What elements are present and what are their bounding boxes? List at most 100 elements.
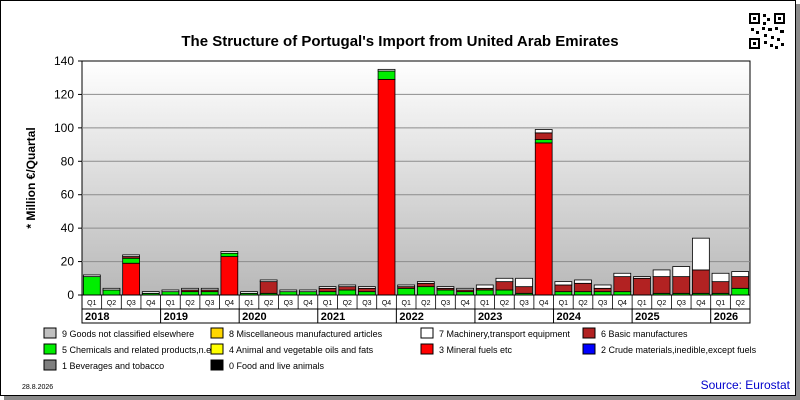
year-label: 2023 [478, 311, 502, 323]
source-label: Source: Eurostat [701, 378, 791, 392]
x-tick-label: Q1 [166, 300, 175, 307]
x-tick-label: Q2 [107, 300, 116, 307]
bar-segment [397, 287, 416, 296]
bar-segment [554, 281, 573, 286]
bar-segment [731, 287, 750, 296]
bar-segment [554, 291, 573, 296]
y-tick-label: 40 [61, 221, 75, 235]
x-tick-label: Q2 [500, 300, 509, 307]
bar-segment [711, 272, 730, 283]
legend-label: 0 Food and live animals [229, 361, 325, 371]
bar-segment [633, 277, 651, 296]
bar-segment [240, 291, 258, 294]
x-tick-label: Q2 [185, 300, 194, 307]
legend-swatch [582, 327, 596, 339]
bar-segment [122, 262, 140, 296]
bar-segment [318, 291, 337, 296]
x-tick-label: Q1 [244, 300, 253, 307]
bar-segment [456, 287, 474, 291]
legend-label: 6 Basic manufactures [601, 329, 688, 339]
year-label: 2018 [85, 311, 109, 323]
x-tick-label: Q2 [264, 300, 273, 307]
x-tick-label: Q3 [441, 300, 450, 307]
x-tick-label: Q2 [343, 300, 352, 307]
bar-segment [534, 132, 553, 140]
x-tick-label: Q4 [146, 300, 155, 307]
legend-swatch [43, 327, 57, 339]
bar-segment [102, 287, 121, 291]
bar-segment [574, 279, 592, 284]
bar-segment [613, 272, 632, 278]
legend-swatch [210, 343, 224, 355]
x-tick-label: Q4 [460, 300, 469, 307]
y-tick-label: 120 [54, 87, 74, 101]
bar-segment [731, 271, 750, 278]
legend-label: 5 Chemicals and related products,n.e.s. [62, 345, 221, 355]
bar-segment [299, 289, 317, 293]
bar-segment [672, 266, 691, 278]
bar-segment [613, 276, 632, 293]
bar-segment [515, 286, 533, 294]
bar-segment [397, 284, 416, 288]
y-axis-label: * Million €/Quartal [24, 127, 38, 228]
y-tick-label: 140 [54, 54, 74, 68]
bar-segment [377, 78, 396, 296]
legend-swatch [582, 343, 596, 355]
plot-area [81, 60, 751, 296]
x-tick-label: Q3 [205, 300, 214, 307]
bar-segment [652, 269, 671, 278]
bar-segment [161, 289, 180, 293]
bar-segment [122, 257, 140, 264]
x-tick-label: Q4 [539, 300, 548, 307]
bar-segment [82, 276, 101, 296]
legend-label: 4 Animal and vegetable oils and fats [229, 345, 374, 355]
bar-segment [495, 281, 514, 291]
bar-segment [692, 237, 710, 271]
bar-segment [358, 286, 376, 289]
year-label: 2020 [242, 311, 266, 323]
bar-segment [436, 286, 455, 289]
x-tick-label: Q1 [323, 300, 332, 307]
bar-segment [358, 287, 376, 293]
qr-code-icon [748, 12, 786, 50]
bar-segment [338, 286, 357, 291]
legend-swatch [420, 343, 434, 355]
y-tick-label: 60 [61, 188, 75, 202]
year-label: 2024 [557, 311, 582, 323]
x-tick-label: Q3 [677, 300, 686, 307]
x-tick-label: Q4 [303, 300, 312, 307]
legend: 9 Goods not classified elsewhere 8 Miscel… [43, 327, 757, 371]
bar-segment [574, 291, 592, 296]
x-tick-label: Q1 [480, 300, 489, 307]
bar-segment [652, 276, 671, 294]
x-tick-label: Q4 [382, 300, 391, 307]
legend-swatch [43, 359, 57, 371]
bar-segment [122, 254, 140, 257]
bar-segment [475, 289, 494, 296]
x-tick-label: Q1 [637, 300, 646, 307]
legend-swatch [43, 343, 57, 355]
x-tick-label: Q4 [225, 300, 234, 307]
date-label: 28.8.2026 [22, 384, 53, 391]
bar-segment [358, 291, 376, 296]
bar-segment [181, 287, 199, 291]
x-tick-label: Q3 [519, 300, 528, 307]
bar-segment [692, 269, 710, 294]
bar-segment [593, 291, 612, 296]
bar-segment [416, 281, 435, 284]
bar-segment [574, 282, 592, 293]
bar-segment [731, 276, 750, 289]
bars [82, 68, 750, 296]
bar-segment [377, 68, 396, 72]
year-label: 2019 [164, 311, 188, 323]
x-tick-label: Q1 [559, 300, 568, 307]
x-tick-label: Q2 [421, 300, 430, 307]
x-tick-label: Q1 [716, 300, 725, 307]
bar-segment [593, 284, 612, 289]
y-tick-label: 0 [67, 288, 74, 302]
x-tick-label: Q3 [362, 300, 371, 307]
bar-segment [161, 291, 180, 296]
bar-segment [495, 277, 514, 283]
legend-label: 7 Machinery,transport equipment [439, 329, 570, 339]
